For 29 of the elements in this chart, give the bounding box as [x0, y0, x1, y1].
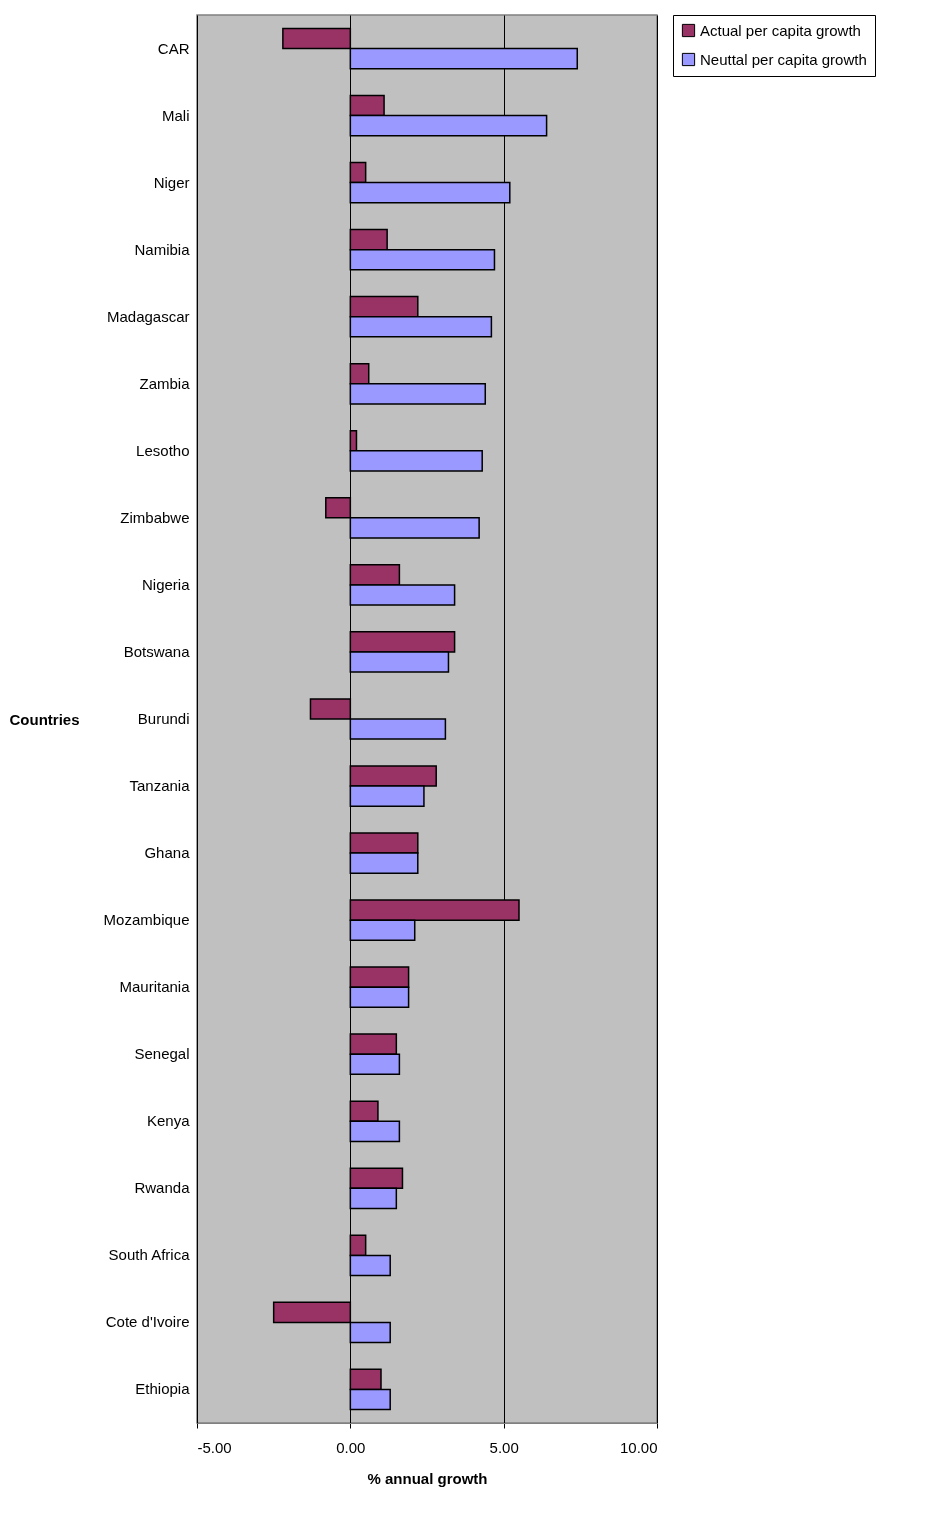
x-tick-label: 0.00 — [336, 1438, 366, 1456]
y-axis-title: Countries — [9, 710, 80, 728]
y-tick-label: Senegal — [134, 1045, 190, 1063]
y-tick-label: Ethiopia — [135, 1380, 191, 1398]
y-tick-label: Lesotho — [136, 441, 190, 459]
x-tick-label: -5.00 — [197, 1438, 232, 1456]
x-tick-label: 5.00 — [489, 1438, 519, 1456]
y-tick-label: CAR — [157, 39, 190, 57]
legend-label: Neuttal per capita growth — [700, 50, 867, 68]
y-tick-label: Ghana — [144, 844, 191, 862]
y-tick-label: Mauritania — [119, 978, 191, 996]
y-tick-label: Botswana — [123, 642, 191, 660]
x-tick-label: 10.00 — [619, 1438, 658, 1456]
y-tick-label: Kenya — [146, 1112, 191, 1130]
y-tick-label: Rwanda — [134, 1179, 191, 1197]
y-tick-label: Burundi — [137, 710, 190, 727]
y-tick-label: Tanzania — [129, 777, 191, 795]
y-tick-label: Zimbabwe — [120, 508, 190, 526]
y-tick-label: Namibia — [134, 240, 191, 258]
y-tick-label: Madagascar — [106, 307, 190, 325]
y-tick-label: South Africa — [108, 1246, 191, 1264]
y-tick-label: Zambia — [139, 374, 191, 392]
y-tick-label: Nigeria — [141, 575, 191, 593]
y-tick-label: Mozambique — [103, 911, 190, 929]
x-axis-title: % annual growth — [367, 1469, 488, 1487]
y-tick-label: Mali — [161, 106, 190, 124]
y-tick-label: Niger — [153, 173, 190, 191]
legend-label: Actual per capita growth — [700, 21, 861, 39]
y-tick-label: Cote d'Ivoire — [105, 1313, 190, 1331]
